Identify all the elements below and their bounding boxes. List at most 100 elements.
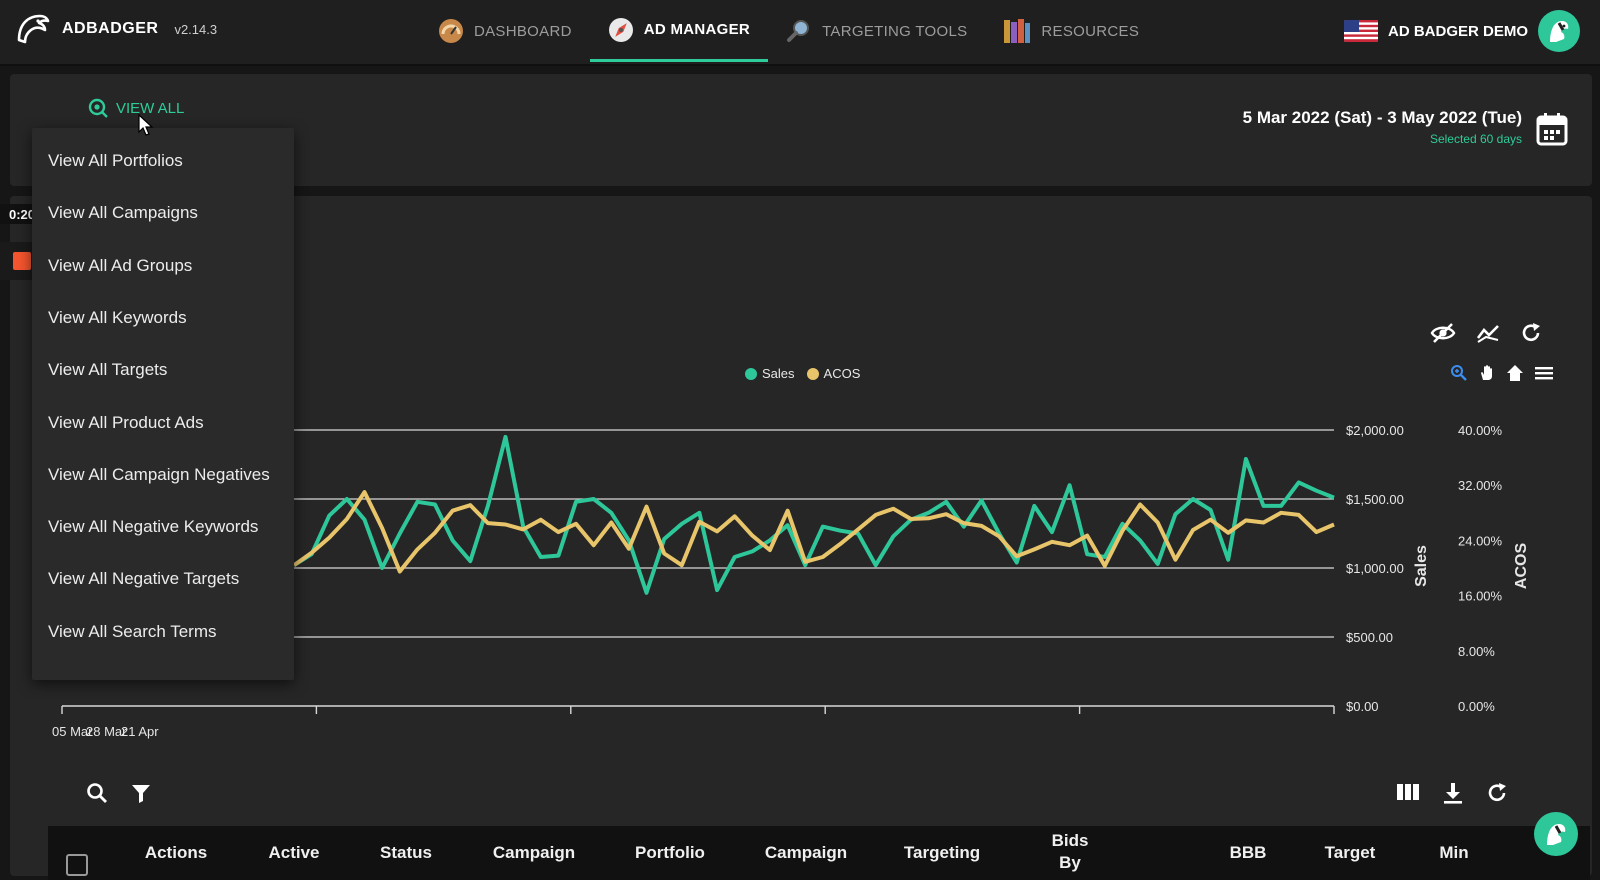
table-header: Actions Active Status Campaign Portfolio Camp… — [48, 826, 1590, 880]
legend-label-sales: Sales — [762, 366, 795, 381]
brand[interactable]: ADBADGER v2.14.3 — [14, 10, 217, 48]
dropdown-item[interactable]: View All Keywords — [48, 307, 187, 327]
column-header-line: Portfolio — [635, 843, 705, 862]
column-header[interactable]: Campaign — [746, 842, 866, 864]
badger-avatar-icon[interactable] — [1538, 10, 1580, 52]
download-icon[interactable] — [1442, 782, 1464, 804]
nav-ad-manager[interactable]: AD MANAGER — [589, 0, 769, 62]
dropdown-item[interactable]: View All Product Ads — [48, 412, 204, 432]
stop-square-icon — [13, 252, 31, 270]
help-chat-button[interactable] — [1534, 812, 1578, 856]
dropdown-item[interactable]: View All Targets — [48, 360, 168, 380]
dropdown-item[interactable]: View All Negative Keywords — [48, 517, 259, 537]
nav-dashboard[interactable]: DASHBOARD — [420, 0, 590, 62]
column-header-line: Campaign — [764, 843, 848, 862]
top-navigation-bar: ADBADGER v2.14.3 DASHBOARD AD MANAGER — [0, 0, 1600, 66]
nav-resources-label: RESOURCES — [1041, 22, 1140, 40]
home-reset-icon[interactable] — [1506, 364, 1524, 382]
y-left-tick-label: $1,500.00 — [1346, 492, 1404, 507]
view-all-label: VIEW ALL — [116, 99, 185, 117]
column-header[interactable]: BBB — [1188, 842, 1308, 864]
dropdown-item[interactable]: View All Search Terms — [48, 621, 217, 641]
table-toolbar-right — [1396, 782, 1508, 804]
select-all-checkbox[interactable] — [66, 854, 88, 876]
y-right-tick-label: 24.00% — [1458, 533, 1503, 548]
y-left-tick-label: $1,000.00 — [1346, 561, 1404, 576]
hide-eye-icon[interactable] — [1430, 322, 1456, 344]
column-header[interactable]: Targeting — [882, 842, 1002, 864]
column-header-line: Targeting — [903, 843, 981, 862]
legend-label-acos: ACOS — [823, 366, 861, 381]
calendar-icon[interactable] — [1536, 112, 1568, 151]
date-range-picker[interactable]: 5 Mar 2022 (Sat) - 3 May 2022 (Tue) Sele… — [1243, 108, 1522, 146]
column-header-line: Campaign — [492, 843, 576, 862]
pan-hand-icon[interactable] — [1478, 364, 1496, 382]
menu-icon[interactable] — [1534, 364, 1554, 382]
y-right-axis-title: ACOS — [1513, 543, 1530, 590]
column-header[interactable]: Target — [1290, 842, 1410, 864]
series-line-acos[interactable] — [292, 490, 1335, 574]
chart-toolbar — [1430, 322, 1542, 344]
search-icon[interactable] — [86, 782, 108, 804]
column-header-line: Actions — [144, 843, 208, 862]
x-tick-label: 05 Mar — [52, 724, 93, 739]
y-right-tick-label: 32.00% — [1458, 478, 1503, 493]
legend-dot-sales — [745, 367, 757, 380]
legend-item-acos[interactable]: ACOS — [806, 366, 861, 381]
main-nav: DASHBOARD AD MANAGER TARGETING TOOLS — [420, 0, 1157, 62]
column-header-line: Status — [380, 843, 432, 862]
account-menu[interactable]: AD BADGER DEMO — [1343, 10, 1580, 52]
view-all-dropdown: View All Portfolios View All Campaigns Vie… — [32, 128, 294, 680]
books-icon — [1004, 19, 1031, 43]
refresh-icon[interactable] — [1520, 322, 1542, 344]
app-version: v2.14.3 — [174, 21, 218, 37]
dropdown-item[interactable]: View All Campaign Negatives — [48, 464, 270, 484]
dropdown-item[interactable]: View All Ad Groups — [48, 255, 193, 275]
column-header[interactable]: Status — [346, 842, 466, 864]
table-toolbar-left — [86, 782, 152, 804]
magnifier-icon — [787, 20, 810, 42]
x-tick-label: 21 Apr — [121, 724, 159, 739]
column-header[interactable]: Active — [234, 842, 354, 864]
view-all-button[interactable]: VIEW ALL — [88, 98, 184, 118]
badger-help-icon — [1547, 824, 1566, 845]
nav-ad-manager-label: AD MANAGER — [643, 21, 751, 38]
column-header[interactable]: Bids By — [1010, 830, 1130, 874]
account-name: AD BADGER DEMO — [1387, 22, 1528, 40]
filter-icon[interactable] — [130, 782, 152, 804]
dropdown-item[interactable]: View All Campaigns — [48, 203, 198, 223]
legend-item-sales[interactable]: Sales — [745, 366, 795, 381]
nav-resources[interactable]: RESOURCES — [985, 0, 1157, 62]
nav-targeting-tools[interactable]: TARGETING TOOLS — [768, 0, 985, 62]
nav-targeting-tools-label: TARGETING TOOLS — [822, 22, 968, 40]
y-right-tick-label: 8.00% — [1458, 644, 1495, 659]
y-left-axis-title: Sales — [1413, 545, 1430, 587]
brand-name: ADBADGER — [62, 20, 159, 37]
zoom-icon[interactable] — [1450, 364, 1468, 382]
column-header[interactable]: Campaign — [474, 842, 594, 864]
column-header[interactable]: Min — [1394, 842, 1514, 864]
y-left-tick-label: $2,000.00 — [1346, 423, 1404, 438]
column-header[interactable]: Actions — [116, 842, 236, 864]
trend-icon[interactable] — [1476, 322, 1500, 344]
column-header[interactable]: Portfolio — [610, 842, 730, 864]
column-header-line: BBB — [1229, 843, 1267, 862]
sales-acos-chart: $0.00 $500.00 $1,000.00 $1,500.00 $2,000.00 0… — [52, 423, 1530, 739]
badger-logo-icon — [17, 14, 50, 44]
y-right-tick-label: 16.00% — [1458, 589, 1503, 604]
us-flag-icon — [1343, 20, 1378, 42]
column-header-line: Active — [268, 843, 320, 862]
nav-dashboard-label: DASHBOARD — [474, 22, 572, 40]
columns-icon[interactable] — [1396, 782, 1420, 802]
column-header-line: By — [1059, 853, 1081, 872]
chart-legend: Sales ACOS — [745, 366, 860, 381]
dropdown-item[interactable]: View All Portfolios — [48, 151, 183, 170]
series-line-sales[interactable] — [292, 434, 1335, 595]
legend-dot-acos — [806, 367, 819, 380]
column-header-line: Min — [1439, 843, 1469, 862]
dropdown-item[interactable]: View All Negative Targets — [48, 569, 240, 589]
column-header-line: Target — [1324, 843, 1376, 862]
y-left-tick-label: $0.00 — [1346, 699, 1379, 714]
y-right-tick-label: 0.00% — [1458, 699, 1495, 714]
table-refresh-icon[interactable] — [1486, 782, 1508, 804]
